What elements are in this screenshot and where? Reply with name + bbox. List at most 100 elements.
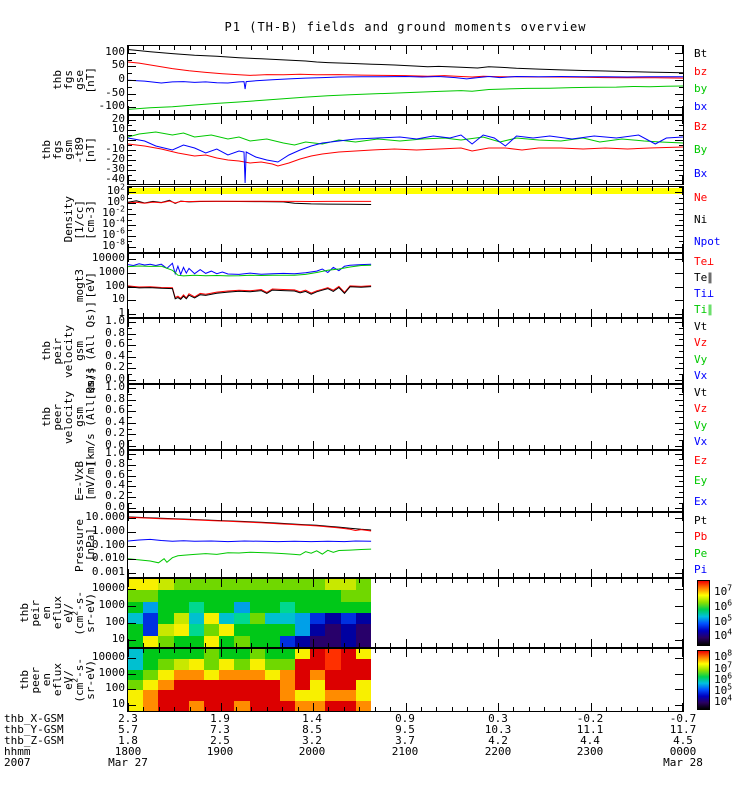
tick-mark: [251, 573, 252, 577]
panel-exb: [127, 450, 684, 512]
spectrogram-cell: [249, 624, 265, 636]
tick-mark: [267, 649, 268, 653]
tick-mark: [682, 451, 683, 459]
tick-mark: [298, 248, 299, 252]
ytick-label: 0.8: [105, 392, 125, 405]
tick-mark: [668, 319, 669, 323]
tick-mark: [637, 643, 638, 647]
spectrogram-cell: [143, 590, 159, 602]
tick-mark: [221, 375, 222, 383]
exponent: 2: [70, 677, 80, 683]
tick-mark: [128, 405, 132, 406]
spectrogram-cell: [188, 679, 204, 691]
tick-mark: [282, 513, 283, 517]
spectrogram-cell: [340, 579, 356, 591]
tick-mark: [375, 707, 376, 711]
tick-mark: [174, 180, 175, 184]
tick-mark: [637, 254, 638, 258]
tick-mark: [637, 507, 638, 511]
tick-mark: [498, 451, 499, 459]
tick-mark: [143, 46, 144, 50]
spectrogram-cell: [340, 624, 356, 636]
spectrogram-cell: [325, 679, 341, 691]
tick-mark: [390, 451, 391, 455]
tick-mark: [591, 703, 592, 711]
tick-mark: [344, 46, 345, 50]
tick-mark: [251, 116, 252, 120]
tick-mark: [544, 445, 545, 449]
tick-mark: [128, 254, 129, 262]
tick-mark: [679, 155, 683, 156]
tick-mark: [359, 451, 360, 455]
tick-mark: [282, 180, 283, 184]
tick-mark: [236, 116, 237, 120]
tick-mark: [682, 309, 683, 317]
axis-col-value: 0000: [669, 745, 697, 758]
tick-mark: [359, 513, 360, 517]
tick-mark: [436, 379, 437, 383]
spectrogram-cell: [340, 635, 356, 647]
tick-mark: [575, 385, 576, 389]
tick-mark: [679, 175, 683, 176]
spectrogram-row: [128, 700, 371, 711]
tick-mark: [560, 180, 561, 184]
tick-mark: [652, 643, 653, 647]
tick-mark: [344, 507, 345, 511]
tick-mark: [529, 116, 530, 120]
spectrogram-cell: [128, 612, 144, 625]
tick-mark: [436, 649, 437, 653]
colorbar-label: 104: [714, 627, 733, 643]
tick-mark: [452, 643, 453, 647]
tick-mark: [606, 110, 607, 114]
spectrogram-cell: [128, 579, 144, 591]
spectrogram-cell: [234, 669, 250, 680]
tick-mark: [679, 405, 683, 406]
tick-mark: [621, 254, 622, 258]
spectrogram-cell: [279, 579, 296, 591]
tick-mark: [467, 313, 468, 317]
tick-mark: [513, 110, 514, 114]
spectrogram-cell: [173, 679, 189, 691]
series-By: [128, 131, 683, 146]
tick-mark: [652, 451, 653, 455]
tick-mark: [128, 175, 132, 176]
tick-mark: [679, 429, 683, 430]
tick-mark: [128, 314, 136, 315]
tick-mark: [621, 649, 622, 653]
tick-mark: [529, 187, 530, 191]
tick-mark: [128, 375, 129, 383]
tick-mark: [282, 319, 283, 323]
tick-mark: [375, 643, 376, 647]
tick-mark: [637, 180, 638, 184]
tick-mark: [652, 379, 653, 383]
tick-mark: [679, 459, 683, 460]
tick-mark: [591, 385, 592, 393]
tick-mark: [591, 503, 592, 511]
tick-mark: [359, 707, 360, 711]
tick-mark: [682, 244, 683, 252]
tick-mark: [675, 486, 683, 487]
tick-mark: [679, 100, 683, 101]
legend-Ey: Ey: [694, 474, 708, 488]
tick-mark: [406, 116, 407, 124]
tick-mark: [483, 116, 484, 120]
series-canvas-pressure: [128, 516, 372, 564]
tick-mark: [328, 445, 329, 449]
spectrogram-cell: [310, 590, 326, 602]
tick-mark: [621, 248, 622, 252]
spectrogram-row: [128, 612, 371, 625]
ytick-label: 0.2: [105, 489, 125, 502]
tick-mark: [652, 180, 653, 184]
tick-mark: [221, 569, 222, 577]
tick-mark: [267, 110, 268, 114]
tick-mark: [675, 658, 683, 659]
tick-mark: [498, 319, 499, 327]
tick-mark: [560, 254, 561, 258]
ytick-label: 10.000: [85, 510, 125, 523]
tick-mark: [159, 451, 160, 455]
spectrogram-cell: [188, 612, 204, 625]
tick-mark: [575, 649, 576, 653]
tick-mark: [436, 313, 437, 317]
tick-mark: [128, 559, 136, 560]
tick-mark: [128, 309, 129, 317]
